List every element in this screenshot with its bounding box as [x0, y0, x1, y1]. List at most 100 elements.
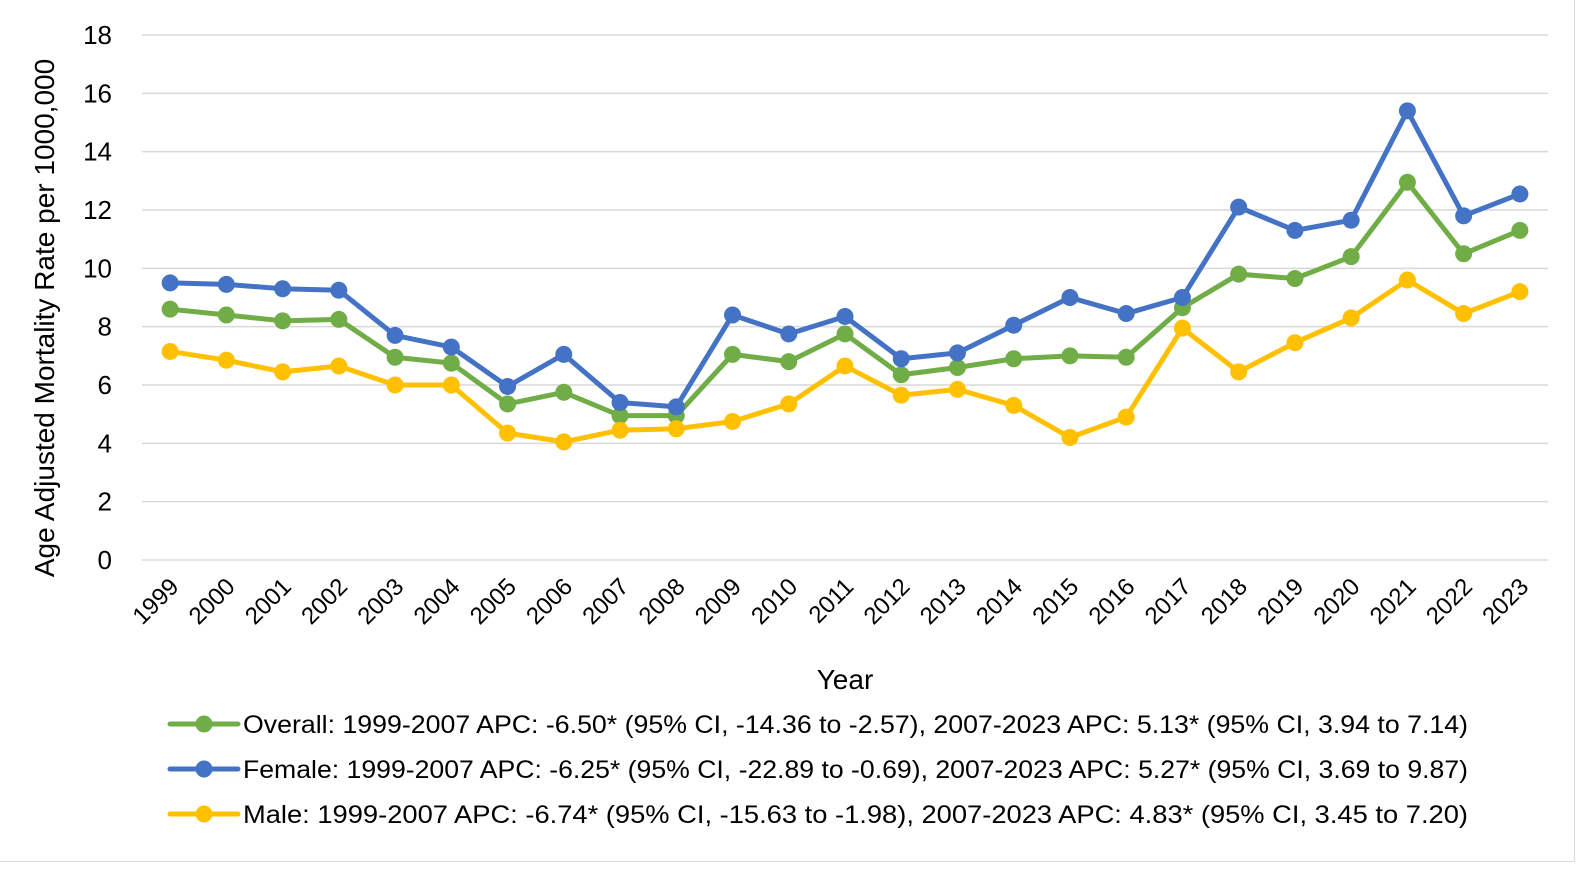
data-point	[161, 300, 179, 318]
y-tick-label: 6	[98, 370, 112, 400]
y-tick-labels: 0 2 4 6 8 10 12 14 16 18	[83, 20, 112, 575]
y-tick-label: 0	[98, 545, 112, 575]
data-point	[555, 383, 573, 401]
x-tick-label: 2007	[577, 573, 634, 630]
data-point	[1061, 347, 1079, 365]
data-point	[442, 354, 460, 372]
data-point	[1117, 408, 1135, 426]
legend-swatch-marker	[195, 715, 213, 733]
legend-item-0: Overall: 1999-2007 APC: -6.50* (95% CI, …	[167, 711, 1468, 739]
data-point	[1511, 221, 1529, 239]
data-point	[1342, 211, 1360, 229]
series-1	[161, 102, 1529, 416]
legend-label: Overall: 1999-2007 APC: -6.50* (95% CI, …	[243, 711, 1468, 739]
data-point	[892, 366, 910, 384]
y-axis-label: Age Adjusted Mortality Rate per 1000,000	[29, 59, 60, 577]
y-tick-label: 18	[83, 20, 112, 50]
x-tick-labels: 1999 2000 2001 2002 2003 2004 2005 2006 2007 2008…	[128, 573, 1535, 630]
data-point	[1230, 265, 1248, 283]
x-tick-label: 2001	[240, 573, 297, 630]
data-point	[892, 350, 910, 368]
data-point	[667, 398, 685, 416]
data-point	[1455, 305, 1473, 323]
data-point	[836, 325, 854, 343]
data-point	[1117, 348, 1135, 366]
data-point	[1005, 396, 1023, 414]
data-point	[1398, 271, 1416, 289]
y-tick-label: 4	[98, 428, 112, 458]
legend-label: Female: 1999-2007 APC: -6.25* (95% CI, -…	[243, 756, 1468, 784]
data-point	[555, 433, 573, 451]
data-point	[1061, 429, 1079, 446]
data-point	[948, 359, 966, 376]
data-point	[1286, 334, 1304, 352]
legend-label: Male: 1999-2007 APC: -6.74* (95% CI, -15…	[243, 801, 1468, 829]
data-point	[442, 338, 460, 356]
legend-item-1: Female: 1999-2007 APC: -6.25* (95% CI, -…	[167, 756, 1468, 784]
data-point	[1061, 289, 1079, 306]
series-group	[161, 102, 1529, 451]
data-point	[555, 345, 573, 363]
data-point	[330, 281, 348, 299]
y-tick-label: 14	[83, 137, 112, 167]
data-point	[1286, 221, 1304, 239]
data-point	[217, 306, 235, 324]
legend-item-2: Male: 1999-2007 APC: -6.74* (95% CI, -15…	[167, 801, 1468, 829]
data-point	[1398, 173, 1416, 191]
data-point	[217, 275, 235, 293]
x-tick-label: 2004	[409, 573, 466, 630]
x-tick-label: 2011	[804, 573, 860, 629]
y-tick-label: 10	[83, 253, 112, 283]
legend-swatch-marker	[195, 760, 213, 778]
data-point	[1398, 102, 1416, 120]
x-tick-label: 2006	[521, 573, 578, 630]
x-tick-label: 2003	[352, 573, 409, 630]
data-point	[611, 394, 629, 411]
data-point	[1511, 185, 1529, 203]
data-point	[1230, 198, 1248, 216]
data-point	[499, 395, 517, 413]
data-point	[667, 420, 685, 438]
x-tick-label: 2017	[1140, 573, 1197, 630]
data-point	[1286, 270, 1304, 288]
data-point	[948, 380, 966, 398]
series-line	[167, 179, 1523, 419]
data-point	[274, 312, 292, 330]
data-point	[1005, 350, 1023, 368]
data-point	[1173, 289, 1191, 306]
x-tick-label: 2015	[1027, 573, 1084, 630]
data-point	[217, 351, 235, 369]
data-point	[1117, 305, 1135, 323]
data-point	[386, 376, 404, 394]
x-tick-label: 2012	[859, 573, 916, 630]
data-point	[330, 310, 348, 328]
data-point	[724, 412, 742, 430]
data-point	[161, 342, 179, 360]
data-point	[1173, 319, 1191, 337]
data-point	[499, 424, 517, 442]
y-tick-label: 8	[98, 312, 112, 342]
data-point	[442, 376, 460, 394]
data-point	[1005, 316, 1023, 334]
x-tick-label: 2005	[465, 573, 522, 630]
x-tick-label: 2014	[971, 573, 1028, 630]
data-point	[386, 348, 404, 366]
legend-swatch-marker	[195, 805, 213, 823]
x-tick-label: 2018	[1196, 573, 1253, 630]
legend: Overall: 1999-2007 APC: -6.50* (95% CI, …	[167, 711, 1468, 829]
x-axis-label: Year	[817, 664, 874, 695]
x-tick-label: 2002	[296, 573, 353, 630]
data-point	[499, 377, 517, 395]
x-tick-label: 2000	[184, 573, 241, 630]
data-point	[611, 407, 629, 425]
x-tick-label: 1999	[128, 573, 185, 630]
y-tick-label: 16	[83, 78, 112, 108]
x-tick-label: 2016	[1084, 573, 1141, 630]
data-point	[1455, 207, 1473, 225]
gridlines	[142, 34, 1548, 561]
series-2	[161, 271, 1529, 451]
data-point	[836, 357, 854, 375]
chart-frame: 0 2 4 6 8 10 12 14 16 18 1999 2000 2001 2002 2003 2004…	[0, 0, 1575, 862]
data-point	[274, 363, 292, 381]
x-tick-label: 2019	[1252, 573, 1309, 630]
